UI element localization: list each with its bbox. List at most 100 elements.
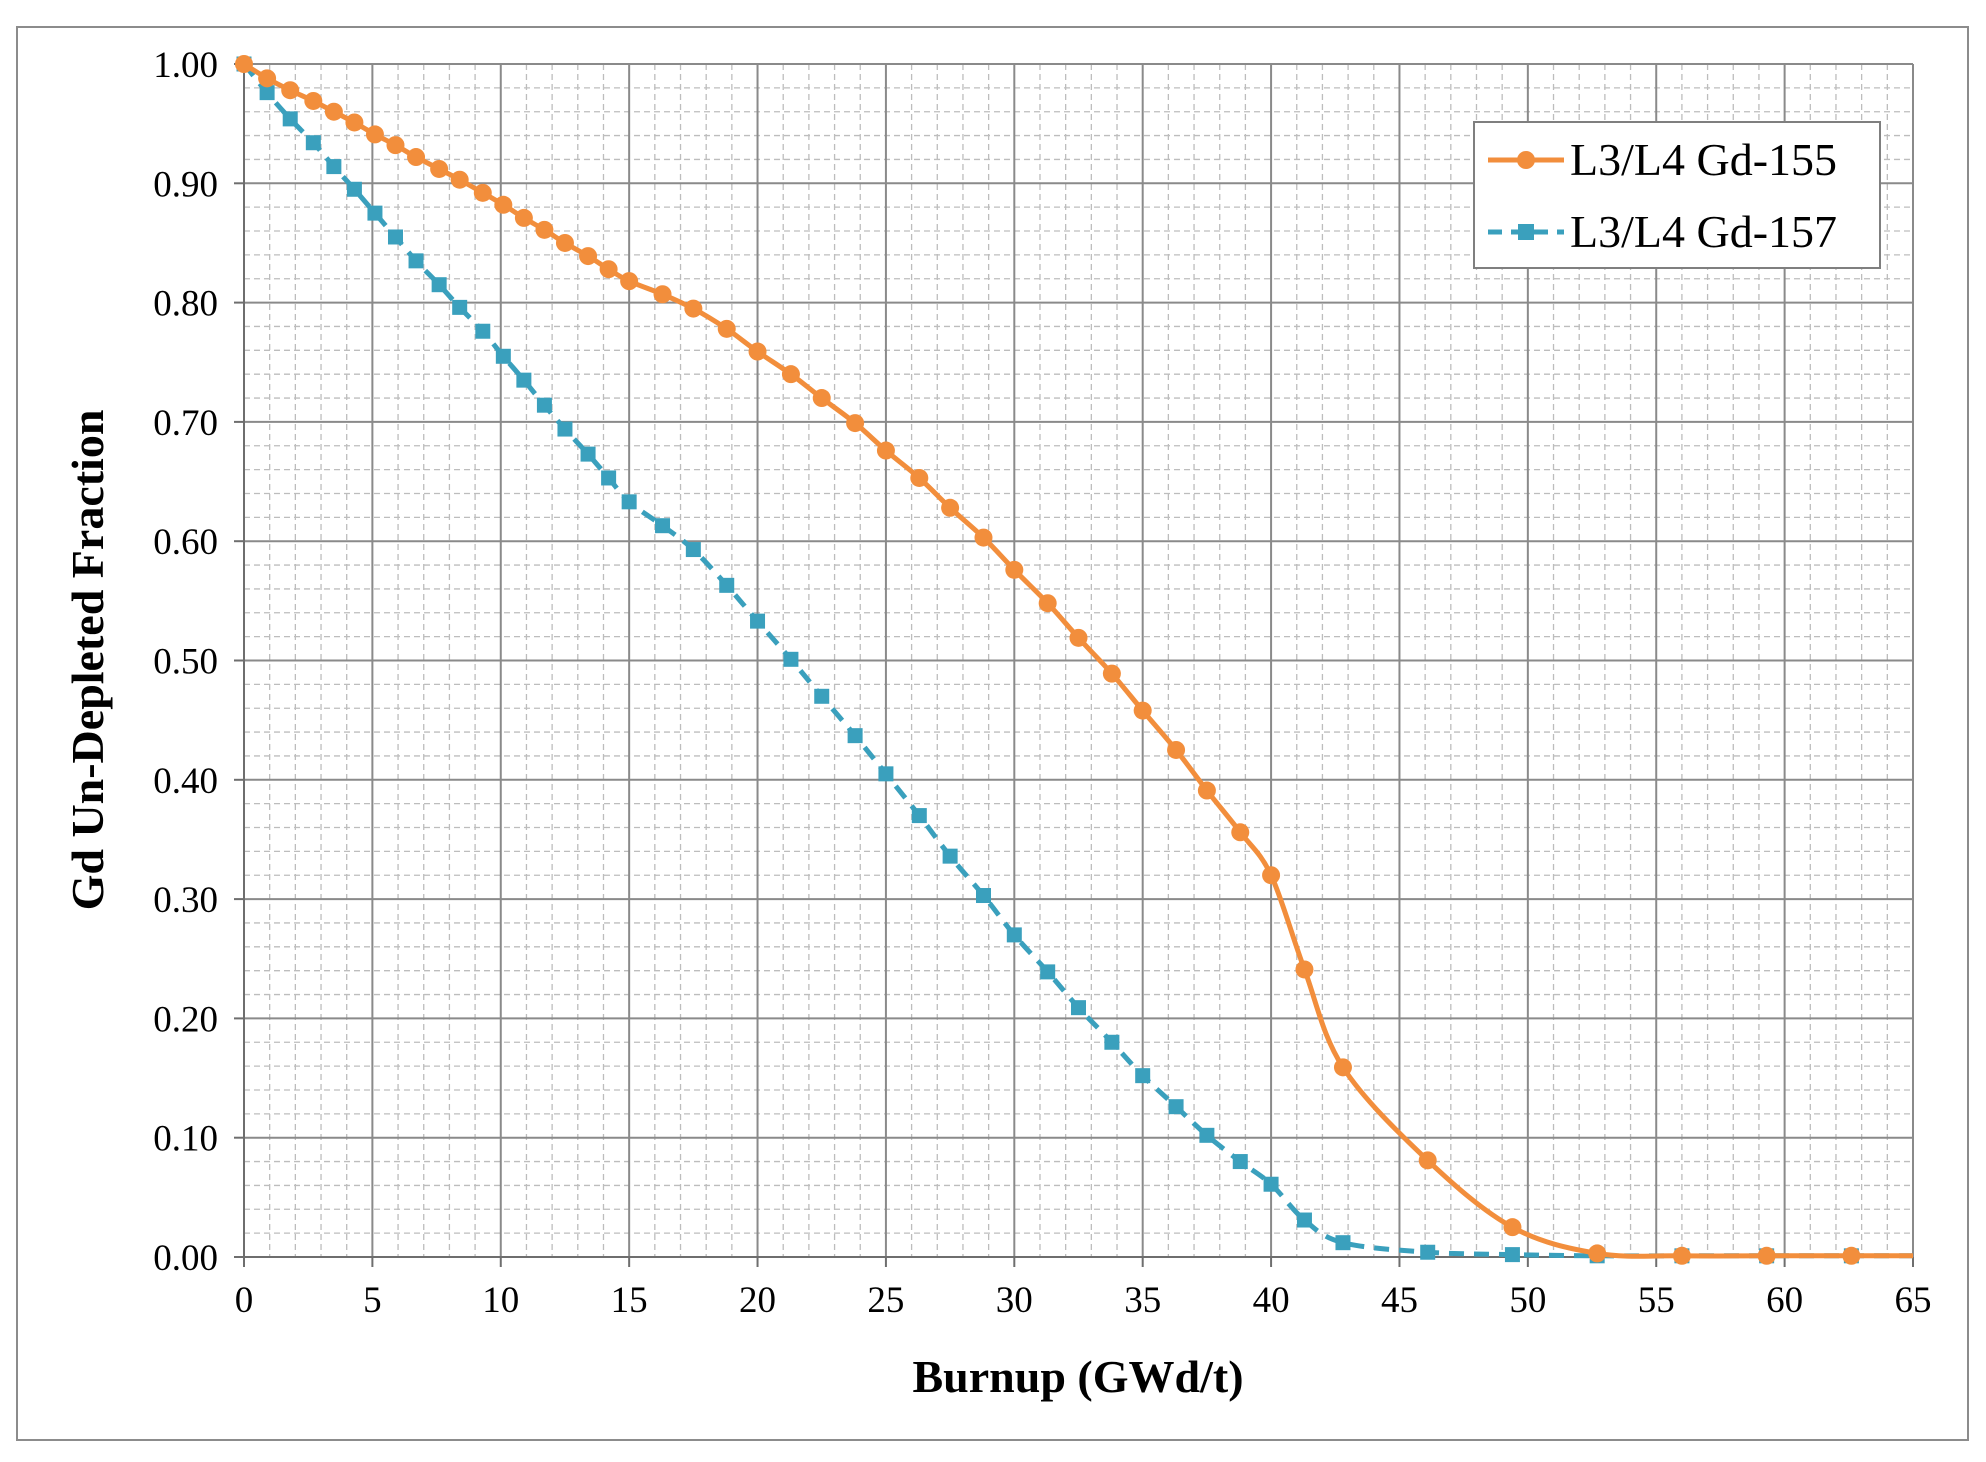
data-point-gd157 xyxy=(783,651,799,667)
y-tick-label: 0.70 xyxy=(153,403,218,444)
data-point-gd157 xyxy=(1199,1127,1215,1143)
x-tick-label: 20 xyxy=(739,1280,776,1321)
x-tick-label: 30 xyxy=(996,1280,1033,1321)
y-tick-label: 0.30 xyxy=(153,880,218,921)
data-point-gd155 xyxy=(1133,701,1152,720)
data-point-gd155 xyxy=(1588,1244,1607,1263)
data-point-gd157 xyxy=(1006,927,1022,943)
y-tick-label: 0.90 xyxy=(153,164,218,205)
data-point-gd157 xyxy=(1104,1034,1120,1050)
data-point-gd157 xyxy=(536,397,552,413)
y-axis-tick-labels: 0.00 0.10 0.20 0.30 0.40 0.50 0.60 0.70 0.80 0.90… xyxy=(153,45,218,1279)
data-point-gd155 xyxy=(324,102,343,121)
data-point-gd155 xyxy=(386,136,405,155)
x-tick-label: 65 xyxy=(1895,1280,1932,1321)
data-point-gd155 xyxy=(812,389,831,408)
data-point-gd157 xyxy=(475,323,491,339)
x-tick-label: 50 xyxy=(1509,1280,1546,1321)
legend-marker-square-icon xyxy=(1518,224,1534,240)
x-tick-label: 15 xyxy=(611,1280,648,1321)
data-point-gd155 xyxy=(1069,628,1088,647)
data-point-gd157 xyxy=(346,181,362,197)
x-axis-title: Burnup (GWd/t) xyxy=(912,1351,1243,1402)
y-tick-label: 0.80 xyxy=(153,284,218,325)
data-point-gd155 xyxy=(281,81,300,100)
x-tick-label: 60 xyxy=(1766,1280,1803,1321)
series-layer xyxy=(235,55,1913,1265)
y-tick-label: 0.50 xyxy=(153,642,218,683)
y-tick-label: 0.10 xyxy=(153,1119,218,1160)
x-tick-label: 40 xyxy=(1253,1280,1290,1321)
data-point-gd155 xyxy=(365,125,384,144)
data-point-gd155 xyxy=(846,414,865,433)
data-point-gd155 xyxy=(304,91,323,110)
data-point-gd157 xyxy=(1040,964,1056,980)
y-tick-label: 0.60 xyxy=(153,522,218,563)
data-point-gd157 xyxy=(282,111,298,127)
data-point-gd157 xyxy=(326,159,342,175)
y-tick-label: 0.00 xyxy=(153,1238,218,1279)
x-tick-label: 10 xyxy=(482,1280,519,1321)
data-point-gd155 xyxy=(235,55,253,73)
data-point-gd155 xyxy=(941,498,960,517)
data-point-gd155 xyxy=(1503,1218,1522,1237)
data-point-gd157 xyxy=(367,205,383,221)
data-point-gd155 xyxy=(579,247,598,266)
data-point-gd157 xyxy=(557,421,573,437)
data-point-gd157 xyxy=(719,577,735,593)
legend-marker-circle-icon xyxy=(1517,151,1535,169)
legend: L3/L4 Gd-155 L3/L4 Gd-157 xyxy=(1473,121,1881,269)
data-point-gd155 xyxy=(1295,960,1314,979)
data-point-gd155 xyxy=(494,195,513,214)
data-point-gd155 xyxy=(1167,740,1186,759)
data-point-gd155 xyxy=(684,299,703,318)
data-point-gd155 xyxy=(653,285,672,304)
data-point-gd157 xyxy=(942,848,958,864)
data-point-gd157 xyxy=(621,494,637,510)
y-tick-label: 0.40 xyxy=(153,761,218,802)
data-point-gd157 xyxy=(580,446,596,462)
data-point-gd157 xyxy=(516,372,532,388)
x-axis-tick-labels: 0 5 10 15 20 25 30 35 40 45 50 55 60 65 xyxy=(235,1280,1932,1321)
data-point-gd157 xyxy=(685,542,701,558)
data-point-gd157 xyxy=(1296,1212,1312,1228)
data-point-gd155 xyxy=(910,468,929,487)
data-point-gd157 xyxy=(847,728,863,744)
data-point-gd157 xyxy=(408,253,424,269)
data-point-gd155 xyxy=(1842,1246,1861,1265)
data-point-gd155 xyxy=(407,148,426,167)
major-grid xyxy=(243,63,1914,1258)
data-point-gd157 xyxy=(655,518,671,534)
data-point-gd157 xyxy=(495,348,511,364)
data-point-gd155 xyxy=(1005,560,1024,579)
data-point-gd155 xyxy=(1102,664,1121,683)
data-point-gd155 xyxy=(876,441,895,460)
x-tick-label: 55 xyxy=(1638,1280,1675,1321)
data-point-gd155 xyxy=(620,272,639,291)
data-point-gd157 xyxy=(911,808,927,824)
data-point-gd155 xyxy=(345,113,364,132)
data-point-gd157 xyxy=(1135,1068,1151,1084)
legend-box xyxy=(1473,121,1881,269)
data-point-gd157 xyxy=(601,470,617,486)
data-point-gd155 xyxy=(1262,866,1281,885)
y-tick-label: 0.20 xyxy=(153,999,218,1040)
x-tick-label: 25 xyxy=(867,1280,904,1321)
data-point-gd155 xyxy=(717,319,736,338)
legend-label-gd157: L3/L4 Gd-157 xyxy=(1570,206,1837,257)
x-tick-label: 5 xyxy=(363,1280,382,1321)
data-point-gd157 xyxy=(878,766,894,782)
x-tick-label: 45 xyxy=(1381,1280,1418,1321)
data-point-gd157 xyxy=(1504,1247,1520,1263)
data-point-gd155 xyxy=(1231,823,1250,842)
data-point-gd157 xyxy=(1071,1000,1086,1016)
data-point-gd155 xyxy=(1333,1058,1352,1077)
legend-label-gd155: L3/L4 Gd-155 xyxy=(1570,134,1837,185)
data-point-gd155 xyxy=(1038,594,1057,613)
data-point-gd155 xyxy=(430,159,449,178)
x-tick-label: 35 xyxy=(1124,1280,1161,1321)
legend-item-gd157: L3/L4 Gd-157 xyxy=(1488,206,1837,257)
data-point-gd157 xyxy=(1168,1099,1184,1115)
data-point-gd155 xyxy=(535,220,554,239)
